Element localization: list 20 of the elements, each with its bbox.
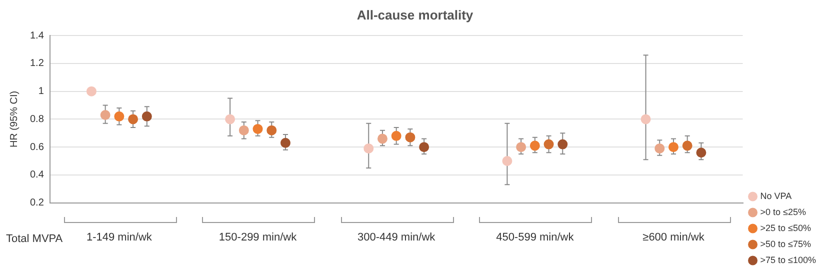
y-tick-label: 1	[38, 86, 44, 98]
legend-label: No VPA	[760, 190, 792, 201]
x-tick-label: 1-149 min/wk	[86, 231, 152, 244]
legend-label: >75 to ≤100%	[760, 254, 816, 265]
y-axis-title: HR (95% CI)	[8, 90, 20, 148]
chart-title: All-cause mortality	[356, 7, 474, 22]
y-tick-label: 0.8	[30, 114, 44, 125]
y-tick-label: 1.2	[30, 58, 44, 70]
y-tick-label: 0.4	[30, 170, 44, 181]
x-axis-title: Total MVPA	[6, 232, 64, 245]
x-tick-label: 300-449 min/wk	[358, 231, 436, 244]
x-tick-label: 150-299 min/wk	[218, 231, 298, 244]
legend-label: >50 to ≤75%	[760, 238, 812, 249]
x-tick-label: ≥600 min/wk	[642, 231, 705, 244]
y-tick-label: 0.6	[30, 142, 44, 153]
legend-label: >0 to ≤25%	[760, 206, 806, 217]
x-tick-label: 450-599 min/wk	[496, 231, 574, 244]
y-tick-label: 0.2	[30, 198, 44, 209]
y-tick-label: 1.4	[30, 30, 44, 42]
legend-label: >25 to ≤50%	[760, 222, 812, 233]
